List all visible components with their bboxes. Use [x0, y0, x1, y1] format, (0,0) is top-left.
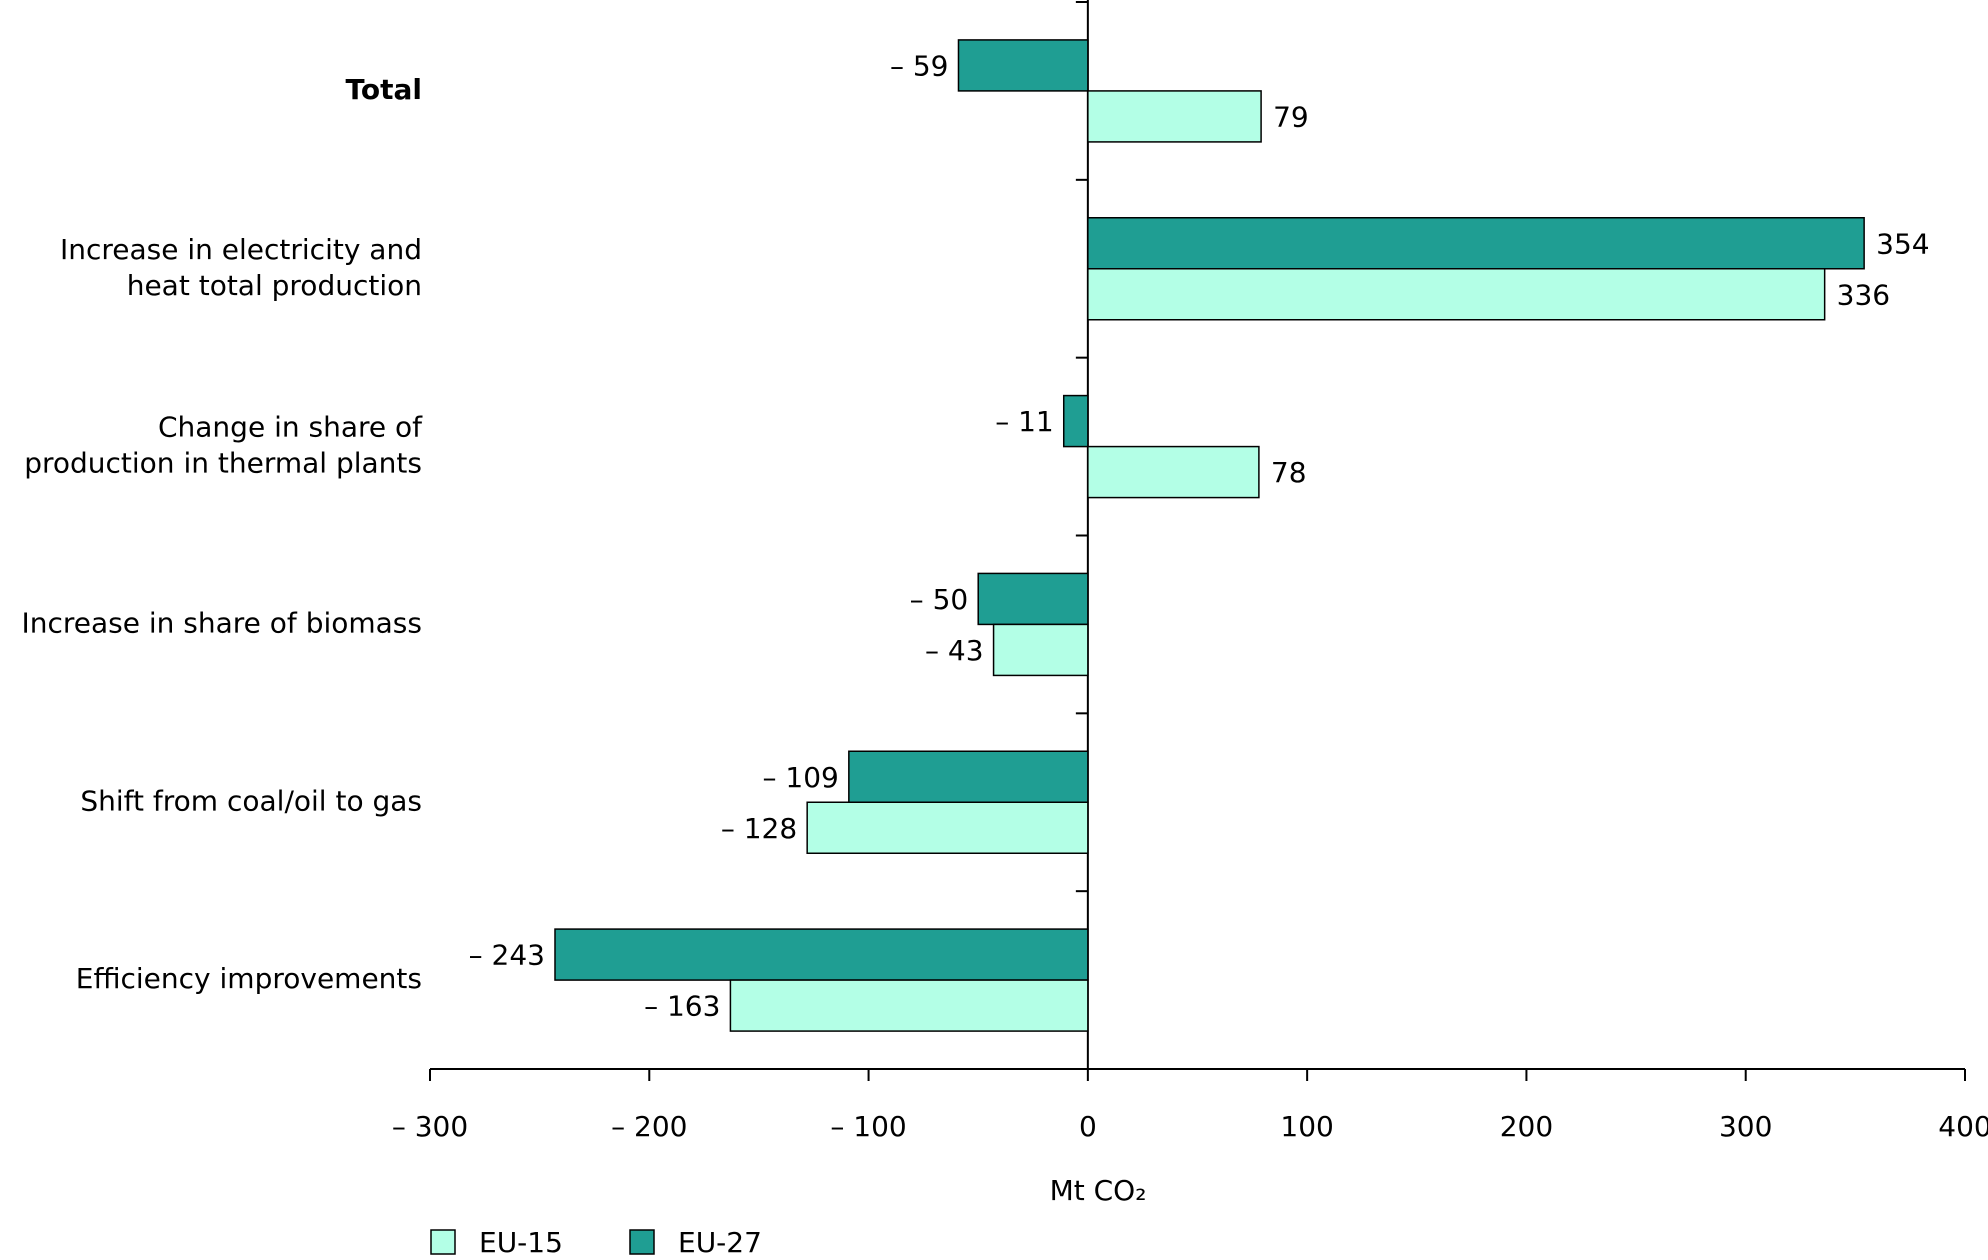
legend-label: EU-27 [678, 1226, 762, 1259]
data-label: – 109 [762, 761, 838, 794]
category-label: Efficiency improvements [76, 962, 422, 995]
category-label: Change in share of [158, 411, 423, 444]
data-label: 336 [1837, 278, 1890, 311]
legend-swatch [430, 1229, 456, 1255]
data-label: – 128 [721, 812, 797, 845]
legend-label: EU-15 [479, 1226, 563, 1259]
data-label: 78 [1271, 456, 1307, 489]
bar [806, 801, 1089, 854]
data-label: – 59 [890, 49, 949, 82]
x-axis-label: Mt CO₂ [1050, 1174, 1147, 1207]
bar [848, 750, 1089, 803]
data-label: 79 [1273, 100, 1309, 133]
x-tick-label: 200 [1500, 1110, 1553, 1143]
category-label: Increase in electricity and [60, 233, 422, 266]
data-label: – 43 [925, 634, 984, 667]
bar [554, 928, 1089, 981]
category-label: Shift from coal/oil to gas [80, 784, 422, 817]
category-label: heat total production [127, 269, 422, 302]
category-label: Total [346, 73, 423, 106]
bar [1087, 217, 1865, 270]
bar [1062, 394, 1089, 448]
data-label: – 11 [995, 405, 1054, 438]
bar [1087, 445, 1260, 499]
x-tick-label: – 200 [611, 1110, 687, 1143]
x-tick-label: 400 [1938, 1110, 1988, 1143]
bar [1087, 90, 1262, 143]
bar [957, 39, 1089, 92]
category-label: Increase in share of biomass [21, 606, 422, 639]
bar [977, 572, 1089, 626]
category-label: production in thermal plants [24, 447, 422, 480]
bar [992, 623, 1089, 677]
bar [729, 979, 1089, 1032]
x-tick-label: – 300 [392, 1110, 468, 1143]
data-label: – 50 [910, 583, 969, 616]
bar [1087, 268, 1826, 321]
x-tick-label: – 100 [830, 1110, 906, 1143]
x-tick-label: 100 [1280, 1110, 1333, 1143]
data-label: 354 [1876, 227, 1929, 260]
legend-swatch [629, 1229, 655, 1255]
x-tick-label: 0 [1079, 1110, 1097, 1143]
x-tick-label: 300 [1719, 1110, 1772, 1143]
data-label: – 243 [469, 939, 545, 972]
data-label: – 163 [644, 990, 720, 1023]
